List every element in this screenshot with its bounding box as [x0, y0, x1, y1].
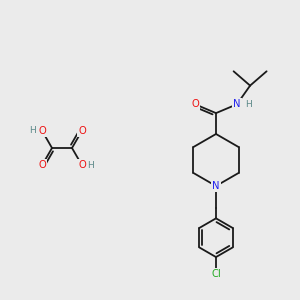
Text: H: H: [246, 100, 252, 109]
Text: O: O: [38, 126, 46, 136]
Text: O: O: [78, 126, 86, 136]
Text: O: O: [38, 160, 46, 170]
Text: H: H: [30, 126, 36, 135]
Text: Cl: Cl: [211, 268, 221, 279]
Text: O: O: [78, 160, 86, 170]
Text: H: H: [88, 161, 94, 170]
Text: N: N: [233, 99, 241, 109]
Text: O: O: [191, 99, 199, 109]
Text: N: N: [212, 181, 220, 191]
